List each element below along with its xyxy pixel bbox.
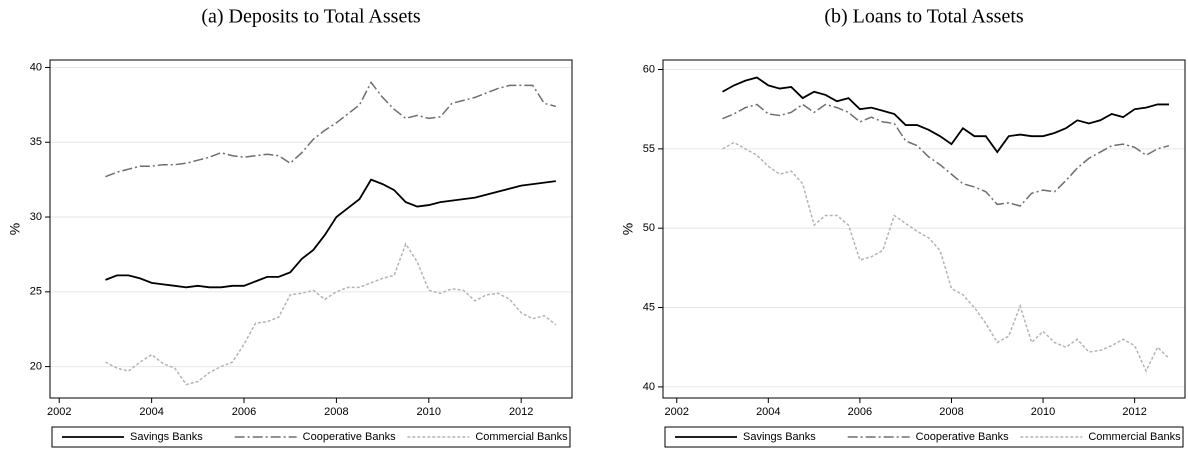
x-tick-label: 2004: [139, 406, 163, 418]
x-tick-label: 2012: [1122, 406, 1146, 418]
x-tick-label: 2004: [756, 406, 780, 418]
y-tick-label: 35: [30, 136, 42, 148]
x-tick-label: 2006: [848, 406, 872, 418]
series-line: [722, 141, 1170, 373]
x-tick-label: 2006: [232, 406, 256, 418]
y-tick-label: 30: [30, 211, 42, 223]
y-tick-label: 45: [643, 301, 655, 313]
legend-label: Commercial Banks: [475, 431, 568, 443]
series-line: [105, 242, 557, 386]
x-tick-label: 2002: [664, 406, 688, 418]
legend-label: Savings Banks: [743, 431, 816, 443]
y-tick-label: 40: [643, 381, 655, 393]
chart-title: (a) Deposits to Total Assets: [201, 6, 421, 28]
x-tick-label: 2008: [939, 406, 963, 418]
legend-label: Commercial Banks: [1088, 431, 1181, 443]
y-tick-label: 50: [643, 222, 655, 234]
legend-label: Savings Banks: [130, 431, 203, 443]
y-tick-label: 55: [643, 143, 655, 155]
x-tick-label: 2010: [1031, 406, 1055, 418]
legend-label: Cooperative Banks: [303, 431, 396, 443]
x-tick-label: 2008: [324, 406, 348, 418]
y-tick-label: 60: [643, 63, 655, 75]
chart-title: (b) Loans to Total Assets: [824, 6, 1024, 28]
y-tick-label: 25: [30, 286, 42, 298]
legend: [664, 426, 1184, 448]
x-tick-label: 2002: [47, 406, 71, 418]
x-tick-label: 2010: [417, 406, 441, 418]
series-line: [722, 76, 1169, 154]
legend-label: Cooperative Banks: [916, 431, 1009, 443]
x-tick-label: 2012: [509, 406, 533, 418]
y-axis-label: %: [7, 223, 23, 235]
series-line: [105, 178, 556, 289]
series-line: [722, 103, 1170, 207]
plot-frame: [662, 59, 1186, 399]
y-axis-label: %: [620, 223, 636, 235]
y-tick-label: 20: [30, 360, 42, 372]
legend: [51, 426, 571, 448]
series-line: [105, 81, 557, 178]
plot-frame: [49, 59, 573, 399]
y-tick-label: 40: [30, 61, 42, 73]
